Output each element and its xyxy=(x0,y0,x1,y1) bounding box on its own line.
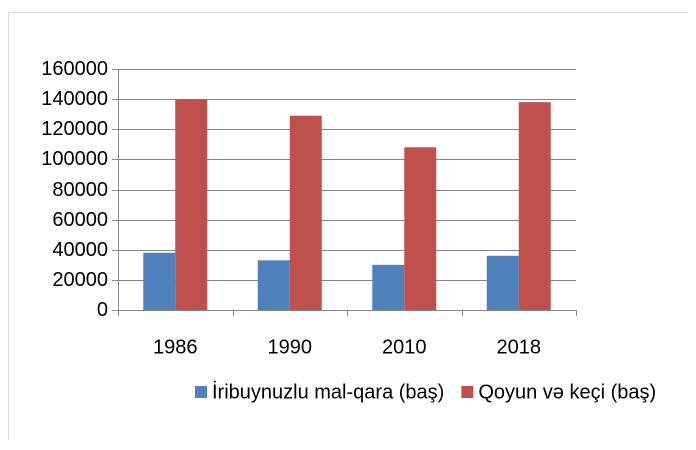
bar xyxy=(175,99,208,310)
bar xyxy=(143,252,176,310)
y-tick-label: 120000 xyxy=(41,118,108,140)
legend-swatch xyxy=(195,386,207,398)
bar xyxy=(518,102,551,310)
bar xyxy=(404,147,437,310)
bar xyxy=(289,115,322,310)
legend-swatch xyxy=(461,386,474,398)
y-tick-label: 80000 xyxy=(52,179,108,201)
bar xyxy=(257,260,290,310)
bar xyxy=(372,264,405,310)
y-tick-label: 60000 xyxy=(52,209,108,231)
y-tick-label: 140000 xyxy=(41,88,108,110)
legend-label: Qoyun və keçi (baş) xyxy=(478,381,656,403)
y-tick-label: 40000 xyxy=(52,239,108,261)
x-tick-label: 2010 xyxy=(382,336,427,358)
y-tick-label: 20000 xyxy=(52,269,108,291)
x-tick-label: 1986 xyxy=(153,336,198,358)
bar xyxy=(486,255,519,310)
chart-frame xyxy=(8,12,688,440)
y-tick-label: 100000 xyxy=(41,148,108,170)
legend-label: İribuynuzlu mal-qara (baş) xyxy=(212,380,444,403)
x-tick-label: 2018 xyxy=(497,336,542,358)
x-tick-label: 1990 xyxy=(268,336,313,358)
y-tick-label: 0 xyxy=(97,299,108,321)
y-tick-label: 160000 xyxy=(41,58,108,80)
